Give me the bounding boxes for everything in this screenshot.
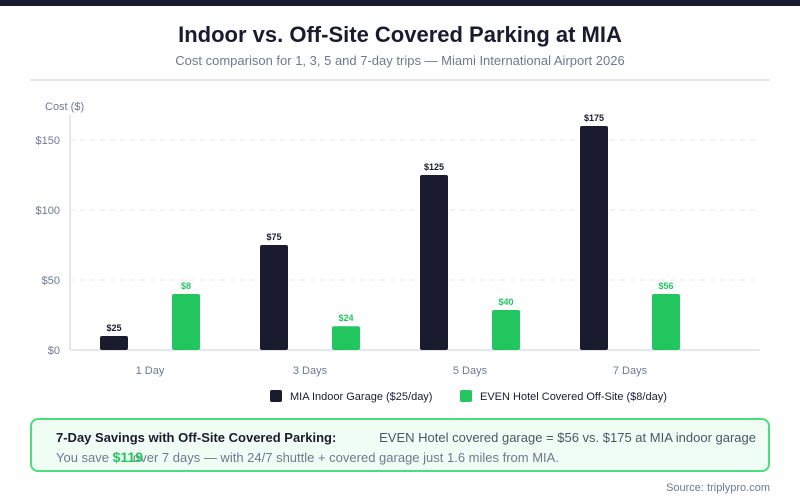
- gridlines: [70, 139, 760, 281]
- header-divider: [30, 79, 770, 81]
- top-accent-bar: [0, 0, 800, 6]
- bar-offsite: [332, 326, 360, 350]
- bar-value-label: $175: [584, 113, 604, 123]
- bar-value-label: $24: [338, 313, 353, 323]
- legend: MIA Indoor Garage ($25/day) EVEN Hotel Co…: [270, 390, 667, 403]
- bar-value-label: $125: [424, 162, 444, 172]
- bars: $25 $8 $75 $24 $125 $40 $175 $56: [100, 113, 680, 350]
- bar-value-label: $25: [106, 323, 121, 333]
- savings-summary-box: 7-Day Savings with Off-Site Covered Park…: [30, 418, 770, 472]
- x-tick-label: 7 Days: [613, 365, 648, 377]
- summary-title: 7-Day Savings with Off-Site Covered Park…: [56, 430, 337, 445]
- bar-value-label: $8: [181, 281, 191, 291]
- chart-title: Indoor vs. Off-Site Covered Parking at M…: [178, 22, 622, 47]
- legend-label: MIA Indoor Garage ($25/day): [290, 391, 432, 403]
- bar-value-label: $40: [498, 297, 513, 307]
- x-tick-label: 3 Days: [293, 365, 328, 377]
- bar-indoor: [260, 245, 288, 350]
- source-credit: Source: triplypro.com: [666, 482, 770, 494]
- legend-label: EVEN Hotel Covered Off-Site ($8/day): [480, 391, 667, 403]
- chart-subtitle: Cost comparison for 1, 3, 5 and 7-day tr…: [175, 53, 625, 68]
- bar-offsite: [652, 294, 680, 350]
- legend-swatch: [270, 390, 282, 402]
- y-tick-label: $0: [48, 345, 60, 357]
- bar-chart: Cost ($) $0 $50 $100 $150 $25 $8 $75 $24 $125 $4…: [36, 101, 760, 403]
- x-tick-labels: 1 Day 3 Days 5 Days 7 Days: [136, 365, 648, 377]
- bar-indoor: [100, 336, 128, 350]
- y-tick-label: $150: [36, 135, 60, 147]
- y-axis-label: Cost ($): [45, 101, 84, 113]
- summary-suffix: over 7 days — with 24/7 shuttle + covere…: [133, 450, 559, 465]
- y-tick-label: $100: [36, 205, 60, 217]
- summary-prefix: You save: [56, 450, 113, 465]
- bar-value-label: $56: [658, 281, 673, 291]
- bar-value-label: $75: [266, 232, 281, 242]
- legend-swatch: [460, 390, 472, 402]
- bar-indoor: [580, 126, 608, 350]
- bar-offsite: [492, 309, 520, 350]
- bar-indoor: [420, 175, 448, 350]
- x-tick-label: 5 Days: [453, 365, 488, 377]
- summary-line: You save $119over 7 days — with 24/7 shu…: [56, 449, 559, 465]
- summary-detail: EVEN Hotel covered garage = $56 vs. $175…: [379, 430, 756, 445]
- bar-offsite: [172, 294, 200, 350]
- y-tick-label: $50: [42, 275, 60, 287]
- savings-amount: $119: [112, 449, 143, 465]
- y-tick-labels: $0 $50 $100 $150: [36, 135, 60, 357]
- x-tick-label: 1 Day: [136, 365, 165, 377]
